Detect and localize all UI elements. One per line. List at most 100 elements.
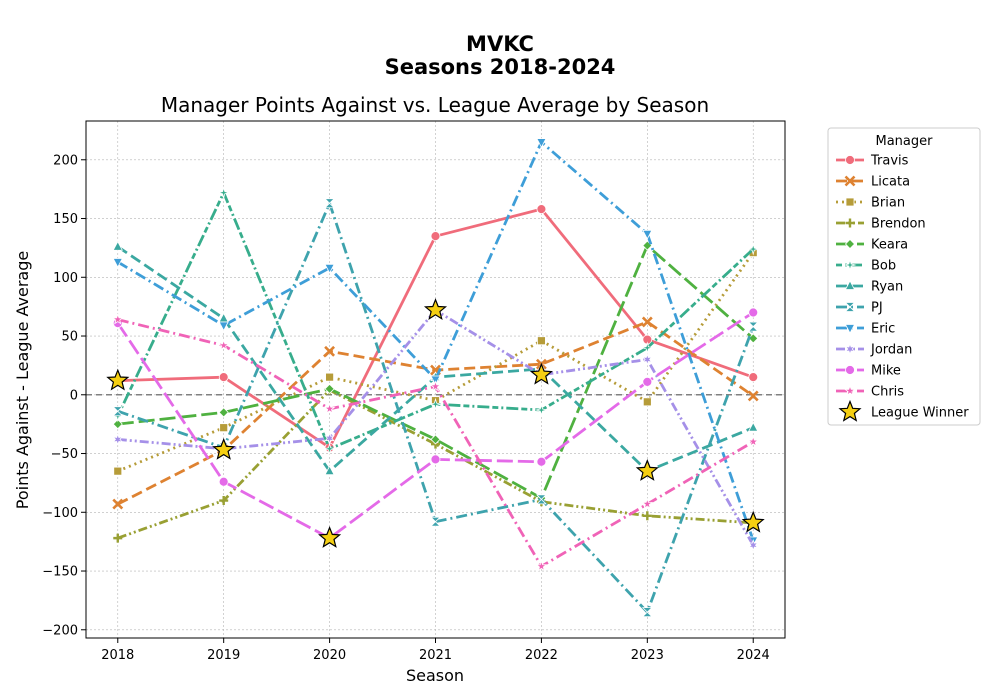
data-point — [324, 432, 335, 445]
data-point — [642, 397, 652, 407]
data-point — [430, 375, 441, 386]
legend-label: Licata — [871, 175, 910, 190]
data-point — [325, 372, 334, 382]
data-point — [430, 516, 441, 527]
data-point — [218, 312, 229, 323]
legend-item-travis: Travis — [836, 154, 909, 169]
y-tick-label: 200 — [53, 153, 78, 168]
league-winner-star — [423, 298, 448, 321]
league-winner-star — [212, 437, 236, 460]
y-tick-label: 0 — [70, 388, 78, 403]
data-point — [113, 466, 123, 476]
legend-marker — [843, 258, 857, 272]
data-point — [536, 456, 547, 467]
legend-item-keara: Keara — [836, 238, 908, 253]
legend-label: Brian — [871, 196, 905, 211]
data-point — [112, 258, 123, 268]
legend-label: Mike — [871, 364, 901, 379]
legend-marker — [845, 218, 855, 228]
legend-label: Bob — [871, 259, 896, 274]
legend-label: Travis — [870, 154, 909, 169]
data-point — [111, 313, 124, 325]
league-winner-star — [106, 368, 130, 391]
y-tick-label: 100 — [53, 271, 78, 286]
league-winner-star — [635, 458, 659, 481]
legend-item-jordan: Jordan — [836, 343, 912, 358]
x-tick-label: 2019 — [207, 648, 240, 663]
data-point — [218, 321, 229, 332]
data-point — [217, 186, 231, 200]
legend-item-chris: Chris — [836, 385, 904, 400]
data-point — [324, 465, 335, 476]
data-point — [536, 204, 547, 215]
data-point — [537, 336, 546, 346]
data-point — [323, 442, 337, 456]
legend-item-bob: Bob — [836, 259, 896, 274]
data-point — [323, 402, 336, 414]
legend-item-mike: Mike — [836, 364, 901, 379]
data-point — [536, 138, 547, 149]
data-point — [748, 307, 759, 318]
legend-title: Manager — [876, 134, 934, 149]
data-point — [642, 229, 653, 240]
data-point — [642, 376, 653, 387]
data-point — [218, 476, 229, 487]
data-point — [640, 341, 654, 355]
legend-marker — [845, 197, 855, 207]
data-point — [429, 380, 442, 392]
suptitle-line-2: Seasons 2018-2024 — [385, 55, 616, 79]
data-point — [324, 198, 336, 209]
series-mike — [112, 307, 759, 544]
y-tick-label: 50 — [61, 330, 78, 345]
x-axis-label: Season — [406, 666, 464, 685]
y-tick-label: −100 — [42, 506, 78, 521]
legend-label: Chris — [871, 385, 904, 400]
data-point — [217, 339, 230, 351]
y-tick-label: −150 — [42, 565, 78, 580]
data-point — [641, 353, 653, 366]
y-tick-label: −50 — [51, 447, 78, 462]
legend-box — [827, 127, 981, 426]
x-tick-label: 2018 — [101, 648, 134, 663]
legend-marker — [845, 365, 855, 375]
data-point — [748, 372, 759, 383]
data-point — [112, 419, 123, 430]
league-winner-star — [741, 510, 765, 533]
data-point — [219, 423, 229, 433]
legend-item-pj: PJ — [836, 301, 883, 316]
y-axis-label: Points Against - League Average — [13, 251, 32, 509]
legend-label: Keara — [871, 238, 908, 253]
data-point — [324, 263, 335, 274]
legend-label: Jordan — [870, 343, 912, 358]
legend-label: PJ — [871, 301, 883, 316]
data-point — [430, 454, 441, 465]
series-line — [117, 207, 754, 450]
x-tick-label: 2022 — [525, 648, 558, 663]
data-point — [113, 533, 123, 543]
x-tick-label: 2024 — [737, 648, 770, 663]
data-point — [535, 560, 548, 572]
legend-marker — [844, 342, 856, 356]
data-point — [746, 242, 760, 256]
legend-label: Eric — [871, 322, 895, 337]
legend-label: Ryan — [871, 280, 903, 295]
legend-label: Brendon — [871, 217, 926, 232]
legend-marker — [844, 384, 856, 396]
legend-marker — [844, 238, 856, 250]
data-point — [324, 345, 336, 357]
legend-item-eric: Eric — [836, 322, 895, 337]
data-point — [747, 539, 759, 552]
data-point — [747, 390, 759, 402]
legend-label: League Winner — [871, 406, 969, 421]
data-point — [112, 240, 123, 251]
legend-item-brendon: Brendon — [836, 217, 926, 232]
legend: Manager Travis Licata Brian Brendon Keara Bob… — [827, 127, 981, 426]
data-point — [641, 316, 653, 328]
data-point — [218, 372, 229, 383]
data-point — [112, 406, 124, 417]
legend-item-brian: Brian — [836, 196, 905, 211]
y-tick-label: 150 — [53, 212, 78, 227]
league-winner-star — [529, 362, 553, 385]
axes: 2018 2019 2020 2021 2022 2023 2024 −200 −150 −100… — [42, 120, 786, 663]
